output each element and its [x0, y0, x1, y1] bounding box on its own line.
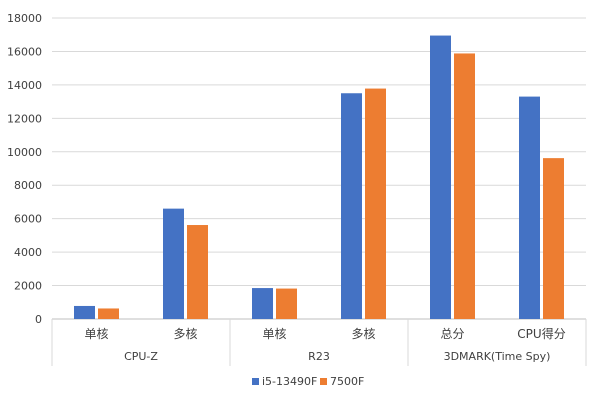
category-label: 单核 [262, 327, 286, 341]
category-label: 单核 [84, 327, 108, 341]
bar-i5-13490f [519, 96, 540, 319]
category-axis: 单核 多核 单核 多核 总分 CPU得分 CPU-Z R23 3DMARK(Time Spy) [51, 319, 587, 366]
y-tick-label: 18000 [7, 12, 42, 25]
category-label: CPU得分 [517, 326, 565, 341]
group-label: R23 [308, 350, 330, 363]
bar-i5-13490f [163, 208, 184, 319]
y-tick-label: 14000 [7, 79, 42, 92]
y-tick-label: 2000 [14, 280, 42, 293]
bars [74, 35, 564, 319]
y-tick-label: 12000 [7, 112, 42, 125]
bar-7500f [365, 88, 386, 319]
bar-i5-13490f [430, 35, 451, 319]
bar-i5-13490f [341, 93, 362, 319]
y-tick-label: 8000 [14, 179, 42, 192]
legend-label: i5-13490F [262, 375, 317, 388]
bar-7500f [276, 288, 297, 319]
bar-i5-13490f [252, 288, 273, 319]
y-tick-label: 10000 [7, 146, 42, 159]
legend: i5-13490F 7500F [252, 375, 364, 388]
group-label: 3DMARK(Time Spy) [444, 350, 551, 363]
y-axis-tick-labels: 0 2000 4000 6000 8000 10000 12000 14000 16000 180… [7, 12, 42, 326]
legend-swatch [252, 378, 259, 385]
bar-7500f [543, 158, 564, 319]
legend-swatch [320, 378, 327, 385]
y-tick-label: 6000 [14, 213, 42, 226]
y-tick-label: 0 [35, 313, 42, 326]
group-label: CPU-Z [124, 350, 158, 363]
category-label: 多核 [351, 327, 375, 341]
y-tick-label: 4000 [14, 246, 42, 259]
bar-i5-13490f [74, 305, 95, 319]
y-tick-label: 16000 [7, 45, 42, 58]
category-label: 总分 [440, 327, 464, 341]
bar-7500f [187, 225, 208, 319]
gridlines [52, 17, 586, 320]
bar-7500f [454, 53, 475, 319]
bar-7500f [98, 308, 119, 319]
category-label: 多核 [173, 327, 197, 341]
legend-label: 7500F [330, 375, 364, 388]
